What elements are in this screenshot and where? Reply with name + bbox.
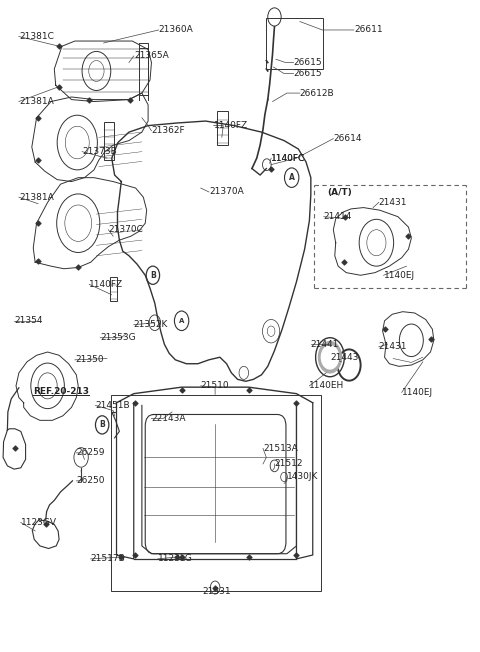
Text: 21373B: 21373B <box>82 147 117 156</box>
Text: REF.20-213: REF.20-213 <box>33 387 89 396</box>
Text: 1140FZ: 1140FZ <box>89 280 123 289</box>
Text: 21513A: 21513A <box>263 444 298 453</box>
Text: 1140FC: 1140FC <box>271 154 305 162</box>
Text: 26259: 26259 <box>76 449 105 457</box>
Text: 26614: 26614 <box>333 134 362 143</box>
Text: 26612B: 26612B <box>300 89 335 98</box>
Bar <box>110 276 118 301</box>
Text: 1123LG: 1123LG <box>157 554 192 563</box>
Text: 21517B: 21517B <box>91 554 125 563</box>
Text: A: A <box>179 318 184 324</box>
Text: 1140EJ: 1140EJ <box>384 271 415 280</box>
Text: 21352K: 21352K <box>134 320 168 329</box>
Text: B: B <box>99 421 105 430</box>
Text: B: B <box>150 271 156 280</box>
Text: 26615: 26615 <box>294 58 322 67</box>
Text: 21370C: 21370C <box>108 225 143 234</box>
Text: 21431: 21431 <box>379 198 408 207</box>
Text: 21441: 21441 <box>311 340 339 349</box>
Text: 1140FC: 1140FC <box>271 154 305 162</box>
Text: A: A <box>289 173 295 182</box>
Bar <box>104 123 114 160</box>
Bar <box>111 395 322 591</box>
Text: 22143A: 22143A <box>152 414 186 423</box>
Text: 21350: 21350 <box>75 355 104 364</box>
Text: 21360A: 21360A <box>158 25 193 35</box>
Text: 21512: 21512 <box>275 460 303 468</box>
Text: 21531: 21531 <box>203 587 231 596</box>
Text: 21443: 21443 <box>330 353 359 362</box>
Text: 21451B: 21451B <box>96 401 130 410</box>
Text: 1430JK: 1430JK <box>287 473 318 481</box>
Text: 1140FZ: 1140FZ <box>214 121 248 130</box>
Text: 21381C: 21381C <box>20 32 55 41</box>
Text: 21365A: 21365A <box>135 52 169 61</box>
Text: 21353G: 21353G <box>100 333 136 342</box>
Bar <box>266 18 323 69</box>
Text: 1123GV: 1123GV <box>21 518 57 527</box>
Text: 26250: 26250 <box>76 477 105 485</box>
Text: (A/T): (A/T) <box>327 188 352 197</box>
Text: 21381A: 21381A <box>20 193 55 201</box>
Bar <box>217 111 228 145</box>
Text: 21431: 21431 <box>379 342 408 351</box>
Text: 21362F: 21362F <box>152 126 185 136</box>
Text: 21354: 21354 <box>14 316 43 325</box>
Polygon shape <box>319 342 341 373</box>
Polygon shape <box>322 346 338 369</box>
Text: 21381A: 21381A <box>20 97 55 106</box>
Text: 1140EH: 1140EH <box>310 381 345 391</box>
Text: 1140EJ: 1140EJ <box>402 388 433 397</box>
Text: 21414: 21414 <box>324 212 352 221</box>
Text: 21370A: 21370A <box>209 188 244 196</box>
Text: 26615: 26615 <box>294 69 322 78</box>
Text: 21510: 21510 <box>201 381 229 391</box>
Text: 26611: 26611 <box>354 25 383 35</box>
